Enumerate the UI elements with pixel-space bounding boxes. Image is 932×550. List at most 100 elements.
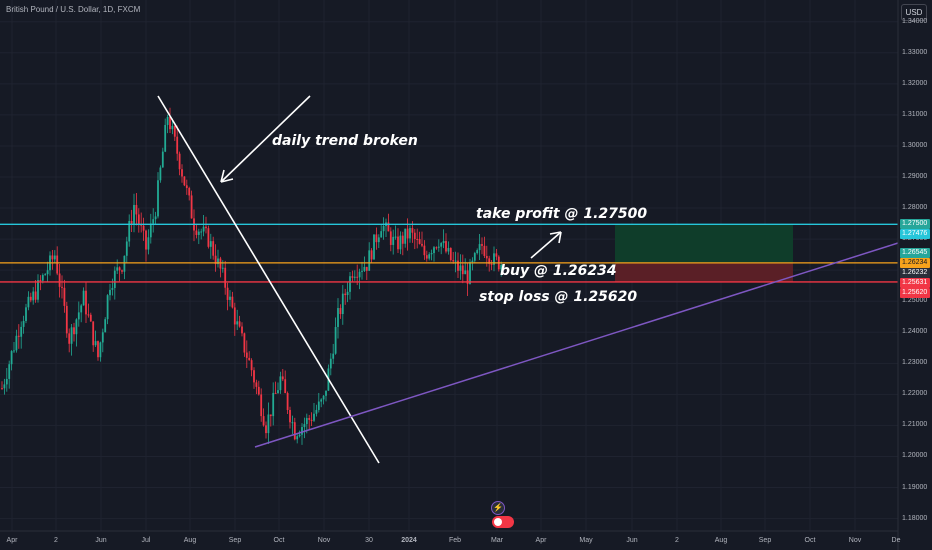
y-tick-label: 1.31000 xyxy=(902,110,928,118)
candle-body xyxy=(5,378,8,385)
candle-body xyxy=(209,241,212,247)
candle-body xyxy=(29,296,32,301)
candle-body xyxy=(41,275,44,281)
candle-body xyxy=(435,247,438,249)
currency-button[interactable]: USD xyxy=(901,4,927,21)
candle-body xyxy=(197,231,200,235)
trend-line[interactable] xyxy=(157,95,380,464)
candle-body xyxy=(313,413,315,421)
candle-body xyxy=(356,276,359,278)
candle-body xyxy=(339,308,342,315)
x-tick-label: 30 xyxy=(365,537,373,544)
price-label: 1.27476 xyxy=(900,228,930,239)
candle-body xyxy=(22,320,25,327)
candle-body xyxy=(291,422,294,424)
candle-body xyxy=(217,258,219,265)
candle-body xyxy=(365,266,368,271)
candle-body xyxy=(207,228,210,247)
candle-body xyxy=(346,291,349,296)
candle-body xyxy=(75,319,78,335)
candle-body xyxy=(39,280,42,282)
candle-body xyxy=(406,228,409,239)
candle-body xyxy=(265,425,267,434)
buy-annotation[interactable]: buy @ 1.26234 xyxy=(500,263,617,279)
y-tick-label: 1.20000 xyxy=(902,452,928,460)
candle-body xyxy=(445,241,447,252)
candle-body xyxy=(457,260,459,271)
candle-body xyxy=(130,220,133,224)
candle-body xyxy=(190,195,193,219)
candle-body xyxy=(219,258,222,269)
candle-body xyxy=(97,341,99,358)
candle-body xyxy=(411,228,414,233)
trend-annotation[interactable]: daily trend broken xyxy=(272,133,418,149)
candle-body xyxy=(25,307,27,321)
candle-body xyxy=(8,364,11,379)
candle-body xyxy=(315,409,318,414)
candle-body xyxy=(255,382,258,387)
candle-body xyxy=(176,136,179,154)
candle-body xyxy=(303,424,306,428)
candle-body xyxy=(106,295,109,320)
x-tick-label: Nov xyxy=(848,537,862,544)
lightning-icon[interactable]: ⚡ xyxy=(491,501,505,515)
candle-body xyxy=(233,307,236,325)
candle-body xyxy=(449,248,452,261)
candle-body xyxy=(279,376,282,391)
y-tick-label: 1.28000 xyxy=(902,204,928,212)
x-tick-label: Aug xyxy=(183,537,197,544)
candle-body xyxy=(380,231,383,238)
candle-body xyxy=(181,169,183,177)
support-line[interactable] xyxy=(254,242,899,448)
candle-body xyxy=(476,250,479,254)
take-profit-annotation[interactable]: take profit @ 1.27500 xyxy=(476,206,648,222)
candle-body xyxy=(389,231,392,245)
candle-body xyxy=(370,250,373,260)
x-tick-label: Apr xyxy=(6,537,18,544)
candle-body xyxy=(10,351,13,365)
y-tick-label: 1.24000 xyxy=(902,328,928,336)
candle-body xyxy=(229,296,231,300)
flag-icon[interactable] xyxy=(492,516,514,528)
candle-body xyxy=(145,230,147,250)
x-tick-label: Sep xyxy=(758,537,772,544)
candle-body xyxy=(284,379,287,394)
arrow-down[interactable] xyxy=(220,95,311,183)
candle-body xyxy=(272,392,275,417)
y-tick-label: 1.33000 xyxy=(902,48,928,56)
candle-body xyxy=(471,260,474,263)
y-tick-label: 1.34000 xyxy=(902,17,928,25)
candle-body xyxy=(202,226,205,232)
candle-body xyxy=(473,253,476,261)
candle-body xyxy=(425,255,428,259)
candle-body xyxy=(188,188,191,196)
candle-body xyxy=(298,434,301,437)
candle-body xyxy=(68,333,71,344)
candle-body xyxy=(82,290,85,306)
candle-body xyxy=(94,341,97,346)
candle-body xyxy=(241,326,243,334)
candle-body xyxy=(13,350,15,352)
arrow-up[interactable] xyxy=(530,231,562,259)
candle-body xyxy=(171,125,174,130)
candle-body xyxy=(305,418,308,425)
candle-body xyxy=(322,395,325,400)
candle-body xyxy=(461,265,464,275)
y-tick-label: 1.25000 xyxy=(902,297,928,305)
candle-body xyxy=(363,266,366,271)
x-tick-label: Aug xyxy=(714,537,728,544)
candle-body xyxy=(20,326,23,337)
y-tick-label: 1.27000 xyxy=(902,235,928,243)
candle-body xyxy=(469,262,471,284)
arrow-up-head xyxy=(549,231,562,244)
candle-body xyxy=(89,314,92,322)
candle-body xyxy=(253,370,255,383)
candle-body xyxy=(416,238,419,240)
stop-loss-annotation[interactable]: stop loss @ 1.25620 xyxy=(479,289,638,305)
candle-body xyxy=(34,291,37,300)
candle-body xyxy=(397,236,399,250)
candle-body xyxy=(437,246,440,248)
candle-body xyxy=(185,185,188,189)
candle-body xyxy=(128,220,131,242)
